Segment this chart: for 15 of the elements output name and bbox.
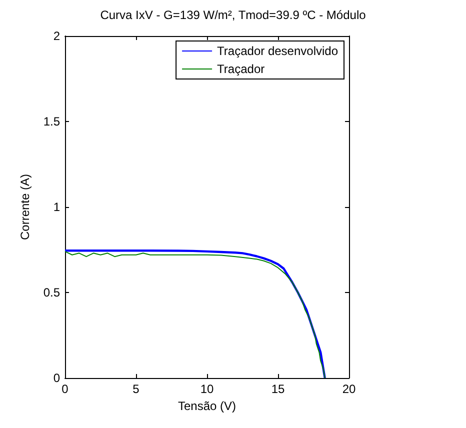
x-tick-label: 20: [342, 382, 356, 396]
legend-label: Traçador desenvolvido: [217, 44, 338, 58]
y-axis-title: Corrente (A): [18, 174, 32, 240]
y-tick-label: 0: [53, 371, 60, 385]
x-tick-label: 10: [200, 382, 214, 396]
x-tick-label: 5: [132, 382, 140, 396]
y-tick-label: 1: [53, 200, 60, 214]
y-tick-label: 1.5: [43, 114, 60, 128]
x-tick-label: 0: [62, 382, 69, 396]
x-axis-title: Tensão (V): [178, 399, 236, 413]
chart-title: Curva IxV - G=139 W/m², Tmod=39.9 ºC - Módulo: [100, 8, 366, 22]
y-tick-label: 2: [53, 29, 60, 43]
x-tick-label: 15: [271, 382, 285, 396]
legend-label: Traçador: [217, 62, 265, 76]
y-tick-label: 0.5: [43, 286, 60, 300]
